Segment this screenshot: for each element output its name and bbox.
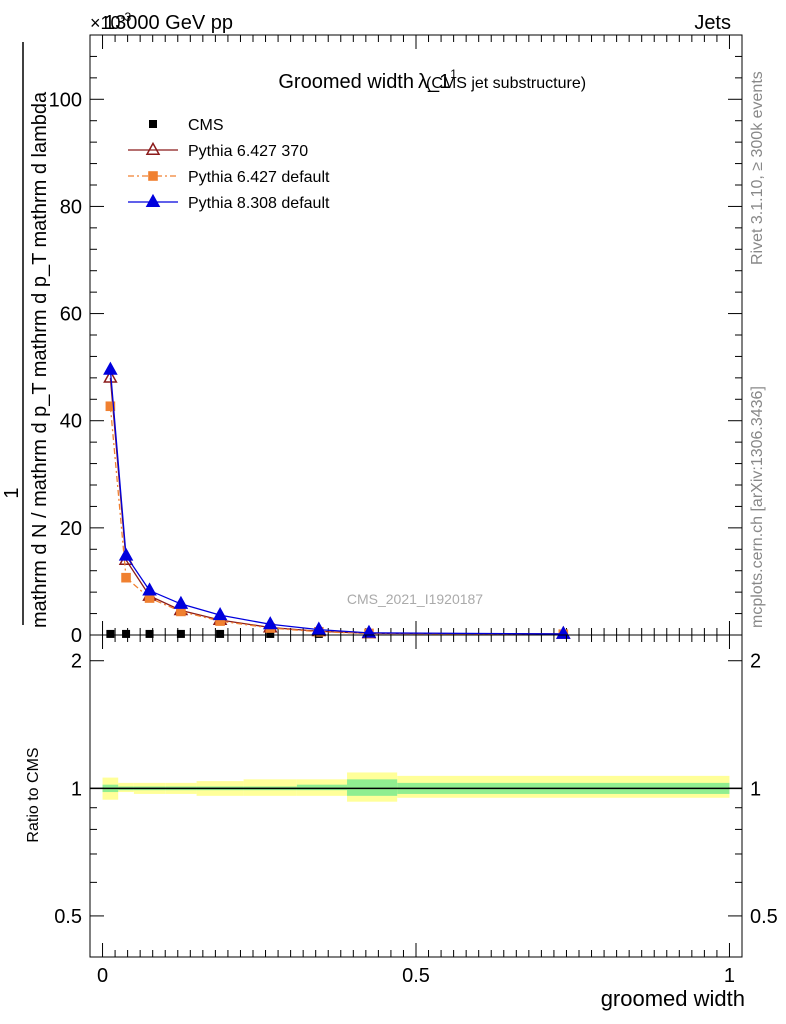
data-point — [149, 120, 157, 128]
y-tick-label: 80 — [60, 196, 82, 218]
y-tick-label: 0 — [71, 625, 82, 647]
ratio-y-ticks: 0.5 0.5 1 1 2 2 — [54, 651, 778, 928]
data-point — [266, 629, 275, 638]
data-point — [118, 547, 134, 561]
y-tick-label: 60 — [60, 304, 82, 326]
y-label-numerator: 1 — [1, 487, 23, 498]
legend-entry: Pythia 8.308 default — [128, 193, 330, 212]
data-point — [216, 629, 225, 638]
data-point — [212, 607, 228, 621]
exponent-label: ×10-3 — [90, 10, 132, 33]
x-tick-label: 0.5 — [402, 965, 430, 987]
legend-entry: Pythia 6.427 default — [128, 169, 330, 186]
ratio-y-tick-label: 0.5 — [750, 906, 778, 928]
x-axis-label: groomed width — [601, 986, 745, 1011]
data-point — [103, 361, 118, 375]
y-tick-label: 40 — [60, 411, 82, 433]
ratio-panel: 0.5 0.51 12 2 0 0.5 1 Ratio to CMS groomed wi… — [25, 634, 778, 1011]
data-point — [311, 621, 327, 635]
series-line — [109, 406, 564, 635]
data-point — [142, 582, 157, 596]
data-point — [105, 401, 116, 412]
main-x-ticks — [102, 35, 730, 635]
legend-label: Pythia 6.427 370 — [188, 143, 308, 160]
data-point — [145, 629, 154, 638]
analysis-watermark: CMS_2021_I1920187 — [347, 591, 483, 607]
x-tick-label: 0 — [97, 965, 108, 987]
mcplots-label: mcplots.cern.ch [arXiv:1306.3436] — [749, 386, 766, 628]
ratio-x-ticks: 0 0.5 1 — [97, 635, 735, 987]
y-tick-label: 100 — [49, 89, 82, 111]
y-label-denominator: mathrm d N / mathrm d p_T mathrm d p_T m… — [29, 91, 51, 628]
data-point — [148, 171, 158, 181]
data-point — [144, 593, 155, 603]
plot-subtitle: (CMS jet substructure) — [426, 75, 586, 92]
main-panel: 0 20 40 60 80 100 Groomed width λ_11 (CMS jet… — [49, 34, 743, 647]
series-line — [109, 369, 564, 635]
ratio-y-tick-label: 2 — [750, 651, 761, 673]
legend-label: Pythia 8.308 default — [188, 195, 330, 212]
data-point — [145, 193, 161, 207]
ratio-y-tick-label: 0.5 — [54, 906, 82, 928]
ratio-bands — [90, 772, 742, 802]
main-y-axis-label: 1 mathrm d N / mathrm d p_T mathrm d p_T… — [1, 42, 51, 628]
series-pythia-8-308-default — [103, 361, 571, 639]
ratio-y-label: Ratio to CMS — [25, 747, 42, 842]
series-pythia-6-427-default — [105, 401, 569, 639]
legend-label: Pythia 6.427 default — [188, 169, 330, 186]
data-point — [145, 141, 161, 155]
legend-entry: CMS — [149, 117, 224, 134]
data-point — [103, 369, 118, 383]
main-y-ticks: 0 20 40 60 80 100 — [49, 55, 742, 647]
legend-label: CMS — [188, 117, 224, 134]
data-point — [262, 616, 278, 630]
category-label: Jets — [694, 12, 731, 34]
data-point — [121, 572, 131, 583]
data-point — [176, 629, 185, 638]
ratio-y-tick-label: 1 — [71, 778, 82, 800]
data-point — [106, 629, 115, 638]
series-pythia-6-427-370 — [103, 369, 571, 639]
collision-label: 13000 GeV pp — [104, 12, 233, 34]
data-point — [176, 606, 186, 617]
legend-entry: Pythia 6.427 370 — [128, 141, 308, 160]
legend: CMS Pythia 6.427 370 Pythia 6.427 default P… — [128, 117, 330, 212]
rivet-label: Rivet 3.1.10, ≥ 300k events — [749, 71, 766, 265]
ratio-y-tick-label: 2 — [71, 651, 82, 673]
data-point — [122, 629, 131, 638]
series-line — [109, 377, 564, 635]
main-series — [103, 361, 571, 639]
data-point — [215, 616, 225, 626]
plot-title: Groomed width — [278, 71, 414, 93]
data-point — [361, 624, 377, 638]
plot-title-symbol: λ_11 — [418, 67, 457, 93]
x-tick-label: 1 — [724, 965, 735, 987]
y-tick-label: 20 — [60, 518, 82, 540]
band-segment — [296, 784, 348, 791]
ratio-y-tick-label: 1 — [750, 778, 761, 800]
data-point — [173, 595, 189, 609]
